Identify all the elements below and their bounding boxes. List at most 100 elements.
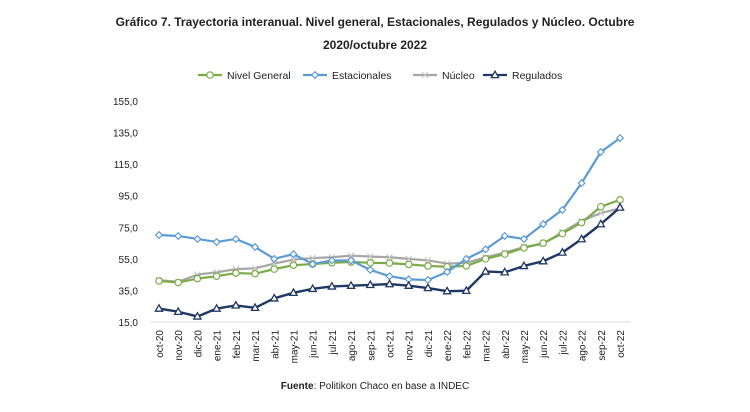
data-point-estacionales xyxy=(250,242,260,252)
x-tick-label: mar-22 xyxy=(482,330,493,362)
data-point-regulados xyxy=(192,311,203,320)
x-axis: oct-20 nov-20 dic-20 ene-21 feb-21 mar-21 abr-… xyxy=(155,330,627,364)
data-point-estacionales xyxy=(481,245,490,254)
data-point-nivel-general xyxy=(424,262,432,270)
x-tick-label: may-22 xyxy=(520,330,531,364)
y-tick-label: 35,0 xyxy=(119,286,139,297)
data-point-regulados xyxy=(231,300,241,309)
chart-title-line1: Gráfico 7. Trayectoria interanual. Nivel… xyxy=(116,15,635,29)
x-tick-label: jun-21 xyxy=(309,330,320,359)
data-point-regulados xyxy=(615,202,625,211)
data-point-nivel-general xyxy=(596,202,605,211)
source-note: Fuente: Politikon Chaco en base a INDEC xyxy=(281,381,469,392)
data-point-estacionales xyxy=(289,249,298,259)
data-point-estacionales xyxy=(212,237,221,247)
x-tick-label: jul-22 xyxy=(558,330,569,356)
legend-marker xyxy=(490,69,500,79)
data-point-nivel-general xyxy=(270,265,279,273)
data-point-nivel-general xyxy=(251,269,259,278)
source-text: : Politikon Chaco en base a INDEC xyxy=(314,381,470,392)
data-point-estacionales xyxy=(308,259,317,269)
data-point-regulados xyxy=(480,266,491,275)
data-point-estacionales xyxy=(462,254,471,264)
legend: Nivel General Estacionales Núcleo Regulados xyxy=(198,69,562,82)
data-point-estacionales xyxy=(366,265,375,275)
data-point-nivel-general xyxy=(481,255,490,263)
data-point-estacionales xyxy=(519,234,529,244)
data-point-estacionales xyxy=(539,219,548,229)
x-tick-label: feb-22 xyxy=(462,330,473,359)
data-point-estacionales xyxy=(385,272,394,281)
legend-label: Estacionales xyxy=(332,70,392,82)
data-point-regulados xyxy=(442,286,452,295)
data-point-nivel-general xyxy=(616,196,624,204)
chart-title-line2: 2020/octubre 2022 xyxy=(323,38,427,52)
y-tick-label: 15,0 xyxy=(119,318,139,329)
x-tick-label: sep-22 xyxy=(597,330,608,361)
data-point-nivel-general xyxy=(232,269,240,277)
data-point-regulados xyxy=(384,278,395,288)
plot-area xyxy=(154,133,625,320)
data-point-estacionales xyxy=(577,178,586,188)
data-point-estacionales xyxy=(442,267,452,277)
data-point-nucleo xyxy=(309,254,317,262)
data-point-nucleo xyxy=(366,253,374,260)
legend-item: Estacionales xyxy=(303,70,392,82)
data-point-regulados xyxy=(576,233,587,243)
data-point-regulados xyxy=(211,303,222,312)
x-tick-label: oct-20 xyxy=(155,330,166,358)
data-point-estacionales xyxy=(193,234,202,244)
x-tick-label: nov-20 xyxy=(174,330,185,361)
x-tick-label: jul-21 xyxy=(328,330,339,356)
data-point-nucleo xyxy=(597,209,605,217)
x-tick-label: sep-21 xyxy=(366,330,377,361)
legend-label: Núcleo xyxy=(442,70,475,82)
data-point-nucleo xyxy=(251,264,259,272)
data-point-estacionales xyxy=(558,205,567,215)
y-tick-label: 55,0 xyxy=(119,255,139,266)
data-point-nivel-general xyxy=(462,262,471,270)
legend-label: Regulados xyxy=(512,70,562,82)
legend-label: Nivel General xyxy=(227,70,291,82)
data-point-regulados xyxy=(538,256,548,265)
y-tick-label: 115,0 xyxy=(114,160,139,171)
data-point-regulados xyxy=(557,247,568,256)
series-estacionales xyxy=(154,133,625,285)
data-point-regulados xyxy=(365,279,376,289)
data-point-regulados xyxy=(307,283,318,293)
x-tick-label: oct-21 xyxy=(386,330,397,358)
data-point-estacionales xyxy=(500,231,509,241)
y-axis: 15,0 35,0 55,0 75,0 95,0 115,0 135,0 155,0 xyxy=(113,97,138,329)
y-tick-label: 155,0 xyxy=(113,97,138,108)
legend-item: Núcleo xyxy=(413,70,475,82)
data-point-nucleo xyxy=(347,252,355,260)
data-point-regulados xyxy=(596,219,606,228)
x-tick-label: ene-21 xyxy=(213,330,224,362)
x-tick-label: dic-21 xyxy=(424,330,435,358)
data-point-regulados xyxy=(519,260,529,270)
data-point-nucleo xyxy=(424,257,432,264)
data-point-nivel-general xyxy=(289,261,298,269)
legend-item: Nivel General xyxy=(198,70,291,82)
x-tick-label: abr-22 xyxy=(501,330,512,359)
y-tick-label: 95,0 xyxy=(119,192,139,203)
data-point-regulados xyxy=(269,293,279,302)
data-point-regulados xyxy=(154,303,164,312)
series-regulados xyxy=(154,202,625,320)
data-point-regulados xyxy=(500,267,510,276)
x-tick-label: may-21 xyxy=(289,330,300,364)
data-point-regulados xyxy=(327,281,337,290)
x-tick-label: jun-22 xyxy=(539,330,550,359)
data-point-nucleo xyxy=(405,255,413,263)
x-tick-label: ago-21 xyxy=(347,330,358,362)
data-point-nivel-general xyxy=(174,278,183,287)
legend-marker xyxy=(421,71,429,79)
legend-marker xyxy=(310,70,320,80)
data-point-estacionales xyxy=(270,254,279,264)
data-point-estacionales xyxy=(174,231,183,241)
legend-item: Regulados xyxy=(483,69,562,82)
source-label: Fuente xyxy=(281,381,314,392)
data-point-estacionales xyxy=(423,275,433,285)
data-point-estacionales xyxy=(327,256,337,265)
x-tick-label: dic-20 xyxy=(193,330,204,358)
